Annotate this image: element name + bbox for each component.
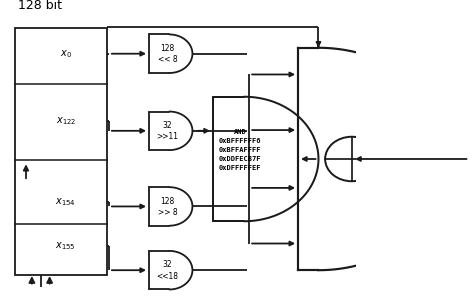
Text: 128 bit: 128 bit xyxy=(18,0,63,12)
Text: $x_{0}$: $x_{0}$ xyxy=(60,48,72,60)
Text: >>11: >>11 xyxy=(156,132,179,141)
Bar xyxy=(452,141,466,177)
Text: $x_{155}$: $x_{155}$ xyxy=(55,240,76,252)
Text: << 8: << 8 xyxy=(158,55,177,64)
Text: >> 8: >> 8 xyxy=(158,208,177,217)
Text: 128: 128 xyxy=(160,44,175,53)
Text: $x_{122}$: $x_{122}$ xyxy=(55,115,76,127)
Text: 32: 32 xyxy=(163,121,173,130)
Text: <<18: <<18 xyxy=(156,272,179,281)
Text: $x_{154}$: $x_{154}$ xyxy=(55,196,76,208)
Bar xyxy=(15,28,107,274)
Text: 32: 32 xyxy=(163,260,173,269)
Text: AND
0xBFFFFFF6
0xBFFAFFFF
0xDDFECB7F
0xDFFFFFEF: AND 0xBFFFFFF6 0xBFFAFFFF 0xDDFECB7F 0xD… xyxy=(219,129,262,171)
Text: 128: 128 xyxy=(160,197,175,206)
